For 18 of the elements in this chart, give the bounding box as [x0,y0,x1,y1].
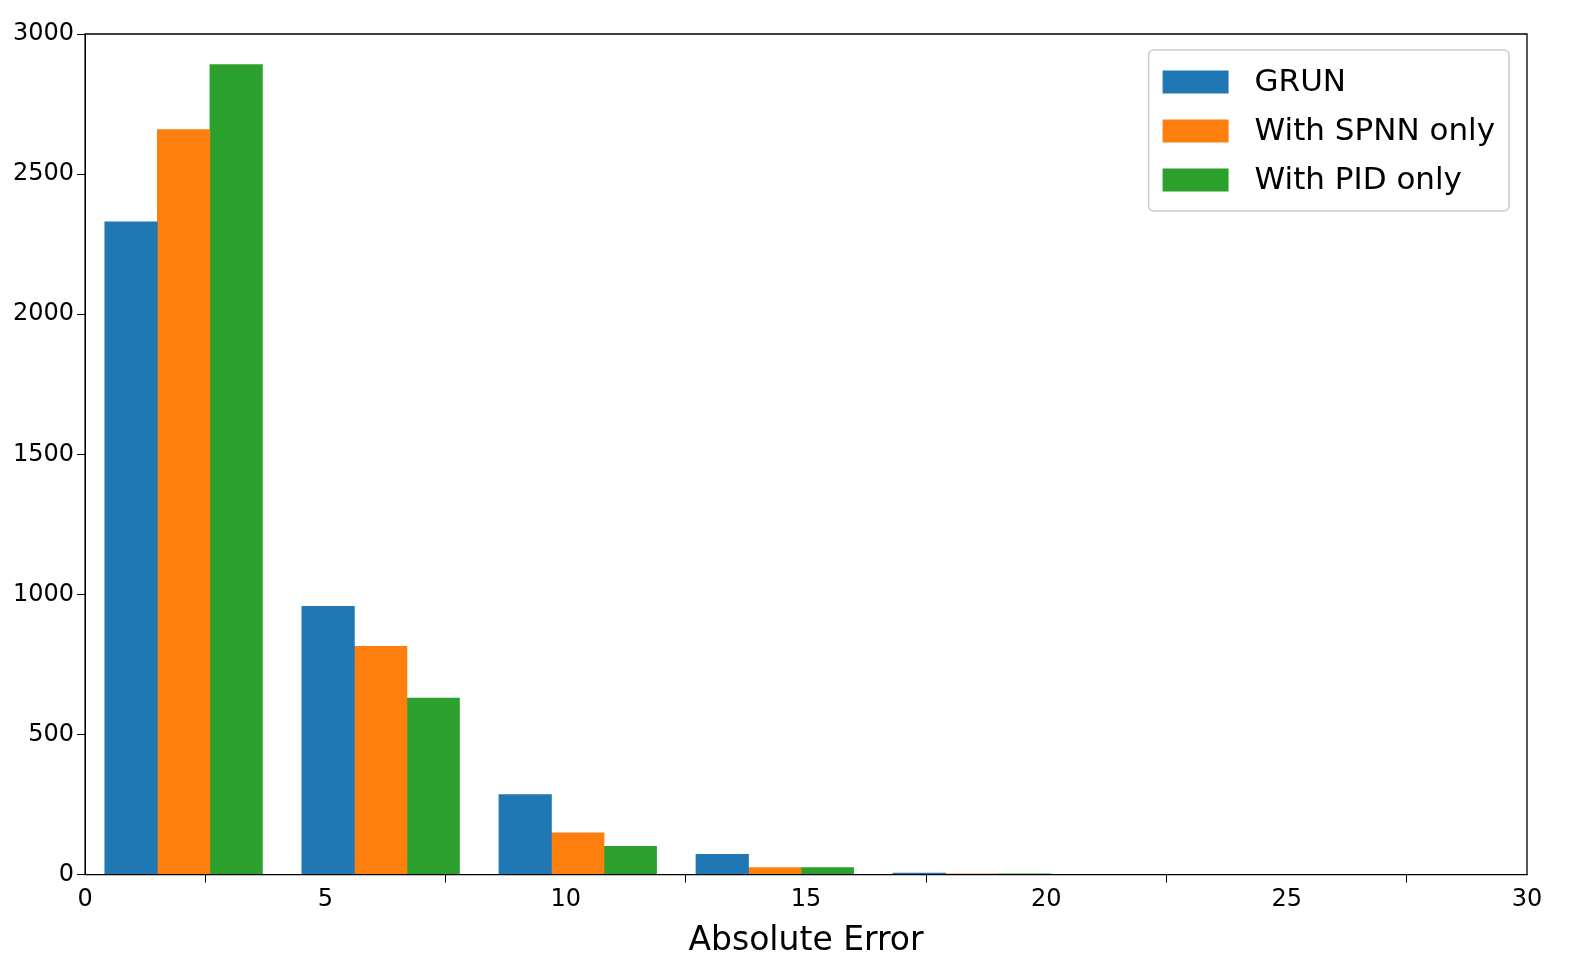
y-tick-label: 500 [28,718,75,747]
x-tick-label: 15 [790,884,822,913]
y-tick-label: 3000 [13,18,75,47]
legend-label: With SPNN only [1254,110,1496,147]
x-tick-label: 5 [317,884,334,913]
y-tick-label: 2500 [13,158,75,187]
y-tick-label: 1000 [13,578,75,607]
y-tick-label: 0 [58,858,75,887]
y-tick-label: 2000 [13,298,75,327]
x-tick-label: 20 [1031,884,1062,913]
y-tick-label: 1500 [13,438,75,467]
legend-label: With PID only [1254,159,1462,196]
x-axis-title: Absolute Error [688,918,925,958]
x-tick-label: 25 [1271,884,1302,913]
x-tick-label: 30 [1511,884,1543,913]
legend-label: GRUN [1254,61,1347,98]
x-tick-label: 0 [77,884,93,913]
x-tick-label: 10 [550,884,581,913]
